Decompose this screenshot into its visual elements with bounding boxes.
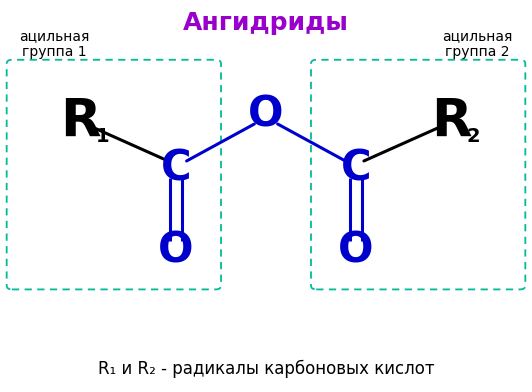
Text: C: C [161, 148, 192, 190]
Text: Ангидриды: Ангидриды [183, 11, 349, 35]
Text: O: O [248, 93, 284, 135]
Text: R₁ и R₂ - радикалы карбоновых кислот: R₁ и R₂ - радикалы карбоновых кислот [98, 360, 434, 378]
Text: R: R [431, 96, 471, 148]
Text: O: O [159, 229, 194, 272]
Text: 2: 2 [467, 127, 480, 146]
Text: O: O [338, 229, 373, 272]
Text: 1: 1 [96, 127, 110, 146]
Text: R: R [61, 96, 101, 148]
Text: C: C [340, 148, 371, 190]
Text: ацильная
группа 2: ацильная группа 2 [443, 29, 513, 59]
Text: ацильная
группа 1: ацильная группа 1 [19, 29, 89, 59]
